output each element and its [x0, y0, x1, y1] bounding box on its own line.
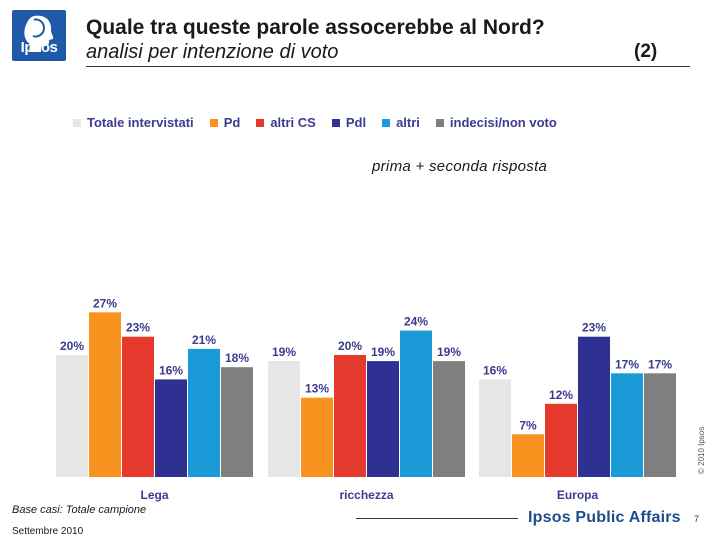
bar-value-label: 13% — [305, 382, 329, 396]
legend-item: altri CS — [256, 115, 316, 130]
bar-value-label: 19% — [437, 345, 461, 359]
legend-item: Totale intervistati — [73, 115, 194, 130]
legend-item: indecisi/non voto — [435, 115, 557, 130]
logo-text: Ipsos — [20, 39, 58, 56]
bar — [545, 403, 577, 477]
chart-legend: Totale intervistati Pd altri CS Pdl altri ind… — [73, 115, 573, 130]
bar-value-label: 21% — [192, 333, 216, 347]
bar — [578, 336, 610, 477]
bar — [301, 397, 333, 477]
category-label: Europa — [557, 488, 599, 502]
legend-swatch — [435, 118, 444, 127]
category-label: ricchezza — [339, 488, 393, 502]
bar — [400, 330, 432, 477]
bar-value-label: 20% — [338, 339, 362, 353]
legend-item: Pdl — [331, 115, 367, 130]
bar-value-label: 7% — [519, 418, 537, 432]
legend-label: Pd — [223, 115, 241, 130]
profile-head-icon — [24, 15, 54, 52]
footer-divider — [356, 518, 518, 519]
legend-label: Pdl — [345, 115, 367, 130]
bar — [433, 361, 465, 477]
bar — [367, 361, 399, 477]
bar — [56, 355, 88, 477]
bar-value-label: 23% — [126, 321, 150, 335]
legend-swatch — [331, 118, 340, 127]
page-title: Quale tra queste parole assocerebbe al N… — [86, 16, 545, 39]
legend-label: Totale intervistati — [87, 115, 194, 130]
bar — [512, 434, 544, 477]
slide-tag: (2) — [634, 41, 658, 62]
base-note: Base casi: Totale campione — [12, 504, 147, 516]
legend-swatch — [73, 118, 81, 127]
bar-value-label: 18% — [225, 351, 249, 365]
bar-value-label: 20% — [60, 339, 84, 353]
bar-value-label: 19% — [272, 345, 296, 359]
legend-item: altri — [382, 115, 420, 130]
bar — [188, 348, 220, 477]
page-subtitle: analisi per intenzione di voto — [86, 41, 339, 63]
legend-item: Pd — [209, 115, 241, 130]
bar — [89, 312, 121, 477]
bar-value-label: 17% — [615, 357, 639, 371]
bar — [155, 379, 187, 477]
bar-value-label: 16% — [159, 363, 183, 377]
legend-label: altri CS — [270, 115, 316, 130]
bar-value-label: 17% — [648, 357, 672, 371]
ipsos-logo: Ipsos — [12, 10, 66, 61]
bar — [611, 373, 643, 477]
bar — [479, 379, 511, 477]
bar-value-label: 19% — [371, 345, 395, 359]
legend-swatch — [256, 118, 265, 127]
legend-swatch — [209, 118, 218, 127]
title-divider — [86, 66, 690, 67]
brand-name: Ipsos Public Affairs — [528, 509, 681, 526]
chart-title: prima + seconda risposta — [372, 158, 548, 175]
bar-value-label: 12% — [549, 388, 573, 402]
date-label: Settembre 2010 — [12, 526, 84, 537]
bar-value-label: 24% — [404, 315, 428, 329]
category-label: Lega — [140, 488, 168, 502]
bar-value-label: 23% — [582, 321, 606, 335]
bar — [268, 361, 300, 477]
bar-value-label: 16% — [483, 363, 507, 377]
bar — [221, 367, 253, 477]
legend-label: indecisi/non voto — [449, 115, 557, 130]
bar-value-label: 27% — [93, 296, 117, 310]
bar — [334, 355, 366, 477]
legend-swatch — [382, 118, 391, 127]
copyright-note: © 2010 Ipsos — [697, 426, 706, 474]
page-number: 7 — [694, 514, 700, 524]
bar — [122, 336, 154, 477]
bar — [644, 373, 676, 477]
legend-label: altri — [396, 115, 420, 130]
